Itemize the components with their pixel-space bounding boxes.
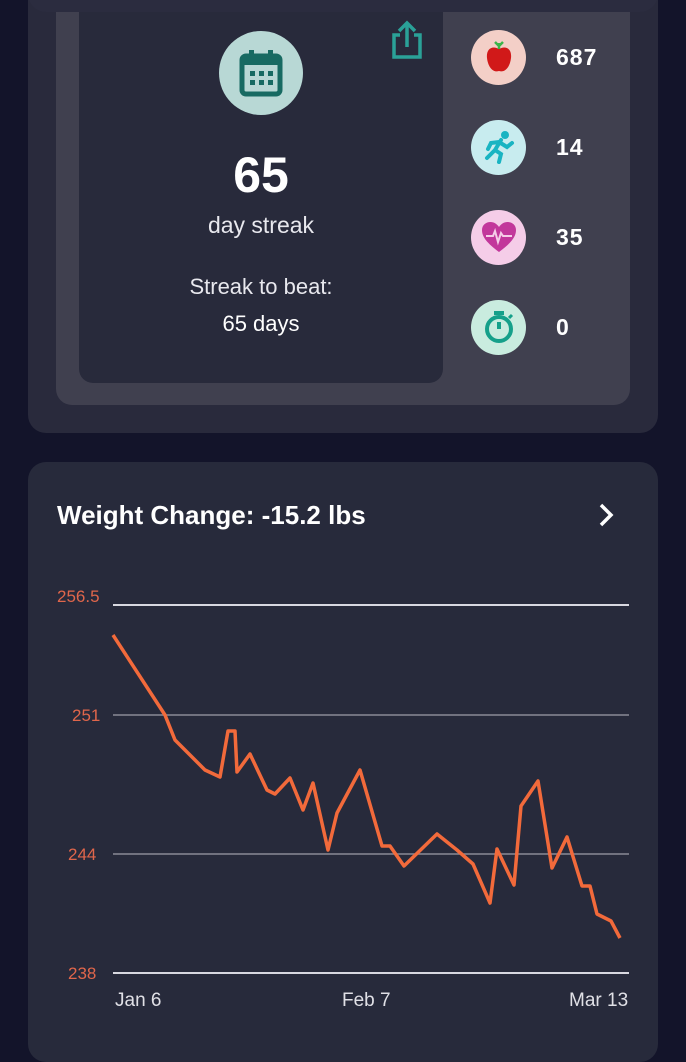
y-tick-label: 251: [72, 706, 101, 725]
stat-timer[interactable]: 0: [471, 299, 631, 355]
stat-value: 14: [556, 133, 584, 160]
streak-count: 65: [233, 147, 289, 203]
apple-icon: [471, 29, 526, 85]
y-tick-label: 256.5: [57, 587, 100, 606]
share-icon: [392, 20, 422, 59]
streak-to-beat-value: 65 days: [222, 311, 300, 336]
share-button[interactable]: [390, 20, 424, 60]
x-tick-label: Feb 7: [342, 990, 391, 1011]
stat-heart[interactable]: 35: [471, 209, 631, 265]
header-card-edge: [28, 0, 658, 12]
weight-change-title: Weight Change: -15.2 lbs: [57, 500, 366, 530]
stat-value: 687: [556, 43, 598, 70]
stat-exercise[interactable]: 14: [471, 119, 631, 175]
chevron-right-icon[interactable]: [592, 500, 620, 530]
stat-value: 35: [556, 223, 584, 250]
y-tick-label: 238: [68, 964, 97, 983]
streak-to-beat-label: Streak to beat:: [189, 274, 333, 299]
stopwatch-icon: [471, 299, 526, 355]
stat-food[interactable]: 687: [471, 29, 631, 85]
running-icon: [471, 119, 526, 175]
x-tick-label: Jan 6: [115, 990, 162, 1011]
weight-line-chart: [111, 604, 629, 974]
stat-value: 0: [556, 313, 570, 340]
streak-label: day streak: [207, 212, 315, 238]
y-tick-label: 244: [68, 845, 97, 864]
weight-chart-card[interactable]: [28, 462, 658, 1062]
x-tick-label: Mar 13: [569, 990, 629, 1011]
heart-rate-icon: [471, 209, 526, 265]
calendar-icon: [219, 31, 303, 115]
